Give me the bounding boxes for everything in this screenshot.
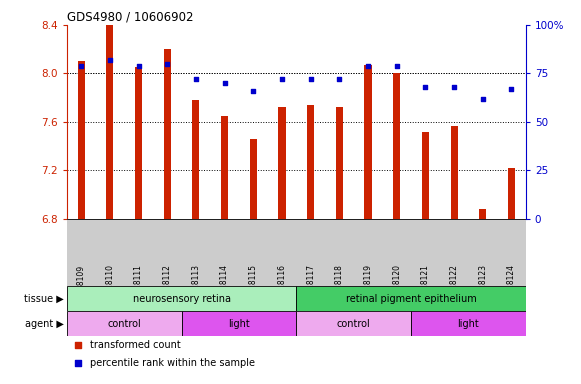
Bar (364, 65, 372, 219)
Point (77, 63, 86, 69)
Text: light: light (228, 318, 250, 329)
Point (507, 86, 516, 92)
Point (74, 360, 83, 366)
Text: percentile rank within the sample: percentile rank within the sample (89, 358, 254, 368)
Bar (422, 132, 429, 219)
Bar (181, 311, 296, 336)
Point (105, 57, 114, 63)
Bar (336, 108, 343, 219)
Text: GDS4980 / 10606902: GDS4980 / 10606902 (67, 11, 193, 24)
Point (363, 63, 372, 69)
Text: control: control (337, 318, 371, 329)
Bar (106, 25, 113, 219)
Text: transformed count: transformed count (89, 340, 181, 350)
Text: light: light (458, 318, 479, 329)
Point (220, 80, 229, 86)
Point (134, 63, 143, 69)
Point (74, 342, 83, 348)
Point (277, 76, 286, 82)
Point (478, 96, 487, 102)
Bar (393, 73, 400, 219)
Point (191, 76, 200, 82)
Point (335, 76, 344, 82)
Bar (78, 61, 85, 219)
Text: retinal pigment epithelium: retinal pigment epithelium (346, 293, 476, 304)
Bar (296, 286, 526, 311)
Bar (221, 116, 228, 219)
Bar (479, 209, 486, 219)
Bar (411, 311, 526, 336)
Point (421, 84, 430, 90)
Bar (450, 126, 458, 219)
Bar (164, 49, 171, 219)
Bar (307, 105, 314, 219)
Text: control: control (107, 318, 141, 329)
Bar (135, 67, 142, 219)
Point (249, 88, 258, 94)
Bar (250, 139, 257, 219)
Bar (508, 168, 515, 219)
Bar (296, 311, 411, 336)
Point (306, 76, 315, 82)
Point (392, 63, 401, 69)
Bar (278, 108, 285, 219)
Text: agent ▶: agent ▶ (25, 318, 64, 329)
Point (450, 84, 459, 90)
Text: neurosensory retina: neurosensory retina (132, 293, 231, 304)
Bar (67, 286, 296, 311)
Bar (67, 311, 181, 336)
Point (163, 61, 172, 67)
Text: tissue ▶: tissue ▶ (24, 293, 64, 304)
Bar (192, 100, 199, 219)
